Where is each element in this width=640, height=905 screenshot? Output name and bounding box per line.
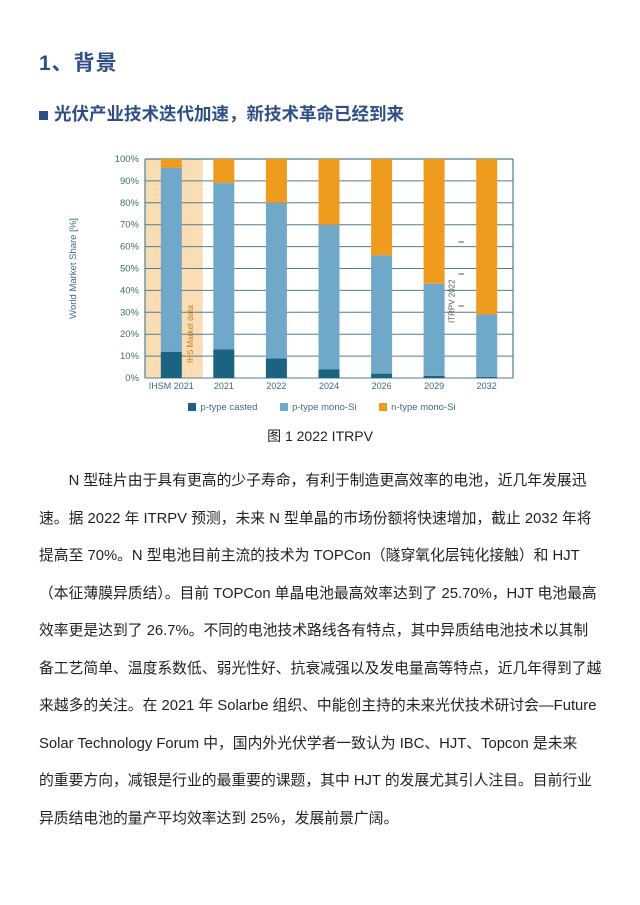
- svg-text:World Market Share [%]: World Market Share [%]: [68, 218, 79, 319]
- svg-text:IHSM 2021: IHSM 2021: [149, 381, 194, 391]
- svg-text:50%: 50%: [120, 264, 140, 275]
- svg-text:20%: 20%: [120, 329, 140, 340]
- svg-text:IHS Market data: IHS Market data: [186, 305, 195, 363]
- svg-text:80%: 80%: [120, 198, 140, 209]
- svg-text:90%: 90%: [120, 176, 140, 187]
- svg-text:2022: 2022: [266, 381, 286, 391]
- svg-text:2029: 2029: [424, 381, 444, 391]
- svg-text:100%: 100%: [115, 154, 140, 165]
- svg-text:2026: 2026: [372, 381, 392, 391]
- svg-text:40%: 40%: [120, 285, 140, 296]
- svg-text:10%: 10%: [120, 351, 140, 362]
- svg-text:60%: 60%: [120, 242, 140, 253]
- svg-text:0%: 0%: [125, 373, 139, 384]
- svg-text:2032: 2032: [477, 381, 497, 391]
- svg-text:ITRPV 2022: ITRPV 2022: [447, 279, 456, 323]
- svg-text:2021: 2021: [214, 381, 234, 391]
- svg-text:30%: 30%: [120, 307, 140, 318]
- svg-text:2024: 2024: [319, 381, 339, 391]
- svg-text:70%: 70%: [120, 220, 140, 231]
